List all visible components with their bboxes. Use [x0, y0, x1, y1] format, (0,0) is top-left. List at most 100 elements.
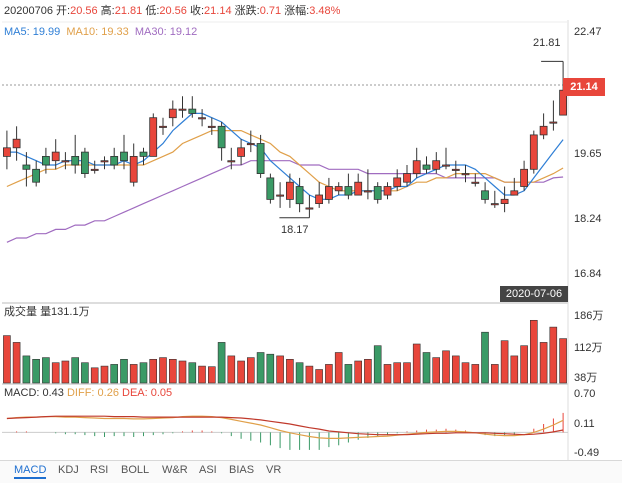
header-date: 20200706 [4, 5, 53, 17]
volume-bar [344, 364, 353, 384]
volume-bar [61, 360, 70, 384]
candle-body [129, 155, 138, 183]
dea-value: DEA: 0.05 [122, 387, 173, 399]
volume-bar [237, 360, 245, 384]
candle-body [90, 168, 99, 171]
volume-bar [247, 357, 255, 384]
price-tick-5: 16.84 [574, 268, 602, 280]
header-change: 0.71 [259, 5, 282, 17]
candle-body [324, 186, 333, 200]
ma30-legend: MA30: 19.12 [134, 26, 198, 38]
volume-bar [393, 362, 402, 384]
ma30-line [6, 160, 564, 243]
volume-legend: 成交量 量131.1万 [4, 305, 90, 319]
volume-bar [256, 352, 265, 384]
candle-body [120, 151, 128, 162]
candle-body [266, 177, 275, 200]
volume-bar [315, 369, 323, 384]
tab-bias[interactable]: BIAS [229, 464, 255, 476]
candle-body [276, 194, 285, 197]
candle-body [451, 168, 460, 171]
volume-bar [71, 357, 79, 384]
volume-bar [188, 362, 197, 384]
volume-bar [295, 362, 304, 384]
volume-bar [81, 362, 89, 384]
chart-canvas[interactable] [0, 0, 622, 460]
macd-tick-3: -0.49 [574, 447, 600, 459]
volume-bar [100, 365, 109, 384]
tab-boll[interactable]: BOLL [121, 464, 150, 476]
volume-bar [32, 358, 40, 384]
candle-body [81, 151, 89, 175]
header-pct: 3.48% [309, 5, 341, 17]
header-high: 21.81 [114, 5, 143, 17]
volume-bar [403, 362, 411, 384]
volume-bar [139, 362, 148, 384]
candle-body [442, 164, 450, 167]
candle-body [471, 181, 480, 184]
tab-macd[interactable]: MACD [14, 464, 47, 479]
volume-bar [471, 364, 480, 384]
candle-body [403, 173, 411, 183]
volume-bar [3, 335, 11, 384]
candle-body [188, 108, 197, 114]
header-open: 20.56 [70, 5, 98, 17]
candle-body [422, 164, 431, 170]
ma5-line [6, 112, 564, 200]
volume-bar [227, 355, 236, 384]
macd-tick-1: 0.70 [574, 388, 596, 400]
volume-bar [364, 358, 372, 384]
ma5-legend: MA5: 19.99 [4, 26, 61, 38]
candle-body [207, 125, 216, 128]
volume-tick-1: 186万 [574, 310, 604, 322]
price-tick-4: 18.24 [574, 213, 602, 225]
candle-body [110, 155, 119, 166]
volume-bar [412, 343, 421, 384]
candle-body [315, 194, 324, 205]
tab-wr[interactable]: W&R [162, 464, 188, 476]
volume-bar [481, 331, 489, 384]
tab-asi[interactable]: ASI [199, 464, 217, 476]
volume-bar [529, 319, 538, 384]
candle-body [539, 125, 548, 136]
volume-bar [169, 358, 177, 384]
volume-bar [22, 355, 31, 384]
candle-body [237, 147, 246, 157]
volume-bar [422, 352, 431, 384]
candle-body [178, 108, 187, 111]
candle-body [139, 151, 148, 157]
candle-body [373, 186, 382, 200]
candle-body [168, 108, 177, 119]
volume-bar [159, 357, 167, 384]
candle-body [198, 117, 206, 120]
candle-body [461, 173, 470, 176]
macd-legend: MACD: 0.43 DIFF: 0.26 DEA: 0.05 [4, 386, 172, 400]
candle-body [42, 155, 50, 166]
candle-body [305, 207, 314, 210]
candle-body [510, 190, 519, 196]
tab-vr[interactable]: VR [266, 464, 282, 476]
diff-value: DIFF: 0.26 [66, 387, 119, 399]
volume-bar [42, 357, 50, 384]
volume-bar [12, 342, 21, 384]
volume-bar [208, 366, 216, 384]
volume-bar [334, 352, 343, 384]
candle-body [256, 143, 265, 175]
header-low-label: 低: [145, 5, 160, 17]
candle-body [295, 186, 304, 205]
header-change-label: 涨跌: [234, 5, 260, 17]
candle-body [354, 181, 363, 196]
candle-body [363, 190, 372, 193]
candle-body [217, 125, 226, 149]
ma10-legend: MA10: 19.33 [66, 26, 129, 38]
header-close-label: 收: [189, 5, 205, 17]
tab-rsi[interactable]: RSI [90, 464, 109, 476]
volume-bar [451, 355, 460, 384]
candle-body [100, 160, 109, 163]
tab-kdj[interactable]: KDJ [58, 464, 79, 476]
volume-tick-2: 112万 [574, 342, 603, 354]
candle-body [149, 117, 158, 157]
volume-bar [305, 365, 314, 384]
macd-value: MACD: 0.43 [4, 387, 64, 399]
current-price-tag: 21.14 [563, 78, 605, 96]
